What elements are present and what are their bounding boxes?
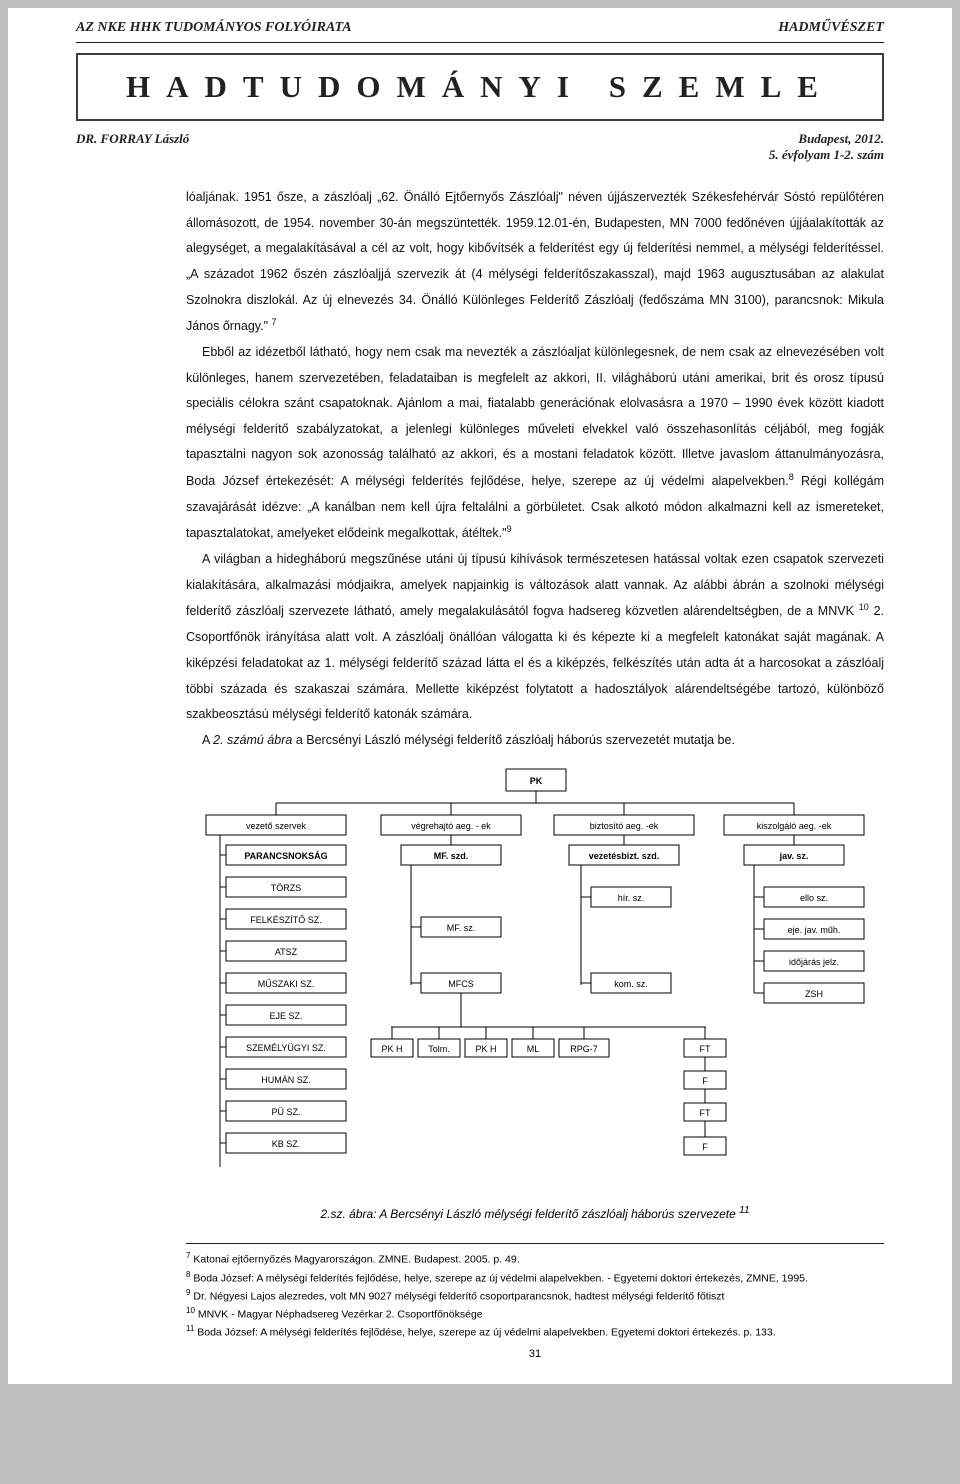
svg-text:FT: FT (700, 1044, 711, 1054)
author: DR. FORRAY László (76, 131, 189, 163)
oc-h1: végrehajtó aeg. - ek (411, 821, 491, 831)
svg-text:KB SZ.: KB SZ. (272, 1139, 301, 1149)
oc-pk: PK (530, 776, 543, 786)
svg-text:F: F (702, 1076, 708, 1086)
svg-text:PK H: PK H (381, 1044, 402, 1054)
footnote-ref-9: 9 (507, 524, 512, 534)
page: AZ NKE HHK TUDOMÁNYOS FOLYÓIRATA HADMŰVÉ… (8, 8, 952, 1384)
svg-text:eje. jav. műh.: eje. jav. műh. (788, 925, 841, 935)
svg-text:RPG-7: RPG-7 (570, 1044, 598, 1054)
footnote-ref-7: 7 (272, 317, 277, 327)
svg-text:vezetésbizt. szd.: vezetésbizt. szd. (589, 851, 660, 861)
footnotes: 7 Katonai ejtőernyőzés Magyarországon. Z… (186, 1243, 884, 1341)
svg-text:ZSH: ZSH (805, 989, 823, 999)
svg-text:ML: ML (527, 1044, 540, 1054)
para-3: A világban a hidegháború megszűnése után… (186, 547, 884, 728)
svg-text:időjárás jelz.: időjárás jelz. (789, 957, 839, 967)
svg-text:MFCS: MFCS (448, 979, 474, 989)
body-text: lóaljának. 1951 ősze, a zászlóalj „62. Ö… (186, 185, 884, 753)
svg-text:ello sz.: ello sz. (800, 893, 828, 903)
svg-text:FELKÉSZÍTŐ SZ.: FELKÉSZÍTŐ SZ. (250, 915, 322, 925)
place-year: Budapest, 2012. (769, 131, 884, 147)
svg-text:F: F (702, 1142, 708, 1152)
issue: 5. évfolyam 1-2. szám (769, 147, 884, 163)
footnote-8: 8 Boda József: A mélységi felderítés fej… (186, 1269, 884, 1287)
header-left: AZ NKE HHK TUDOMÁNYOS FOLYÓIRATA (76, 20, 352, 36)
oc-h3: kiszolgáló aeg. -ek (757, 821, 832, 831)
footnote-9: 9 Dr. Négyesi Lajos alezredes, volt MN 9… (186, 1287, 884, 1305)
oc-h2: biztosító aeg. -ek (590, 821, 659, 831)
svg-text:hír. sz.: hír. sz. (618, 893, 645, 903)
footnote-7: 7 Katonai ejtőernyőzés Magyarországon. Z… (186, 1250, 884, 1268)
svg-text:MŰSZAKI SZ.: MŰSZAKI SZ. (258, 979, 315, 989)
footnote-11: 11 Boda József: A mélységi felderítés fe… (186, 1323, 884, 1341)
svg-text:kom. sz.: kom. sz. (614, 979, 648, 989)
header-bar: AZ NKE HHK TUDOMÁNYOS FOLYÓIRATA HADMŰVÉ… (76, 18, 884, 43)
svg-text:PK H: PK H (475, 1044, 496, 1054)
svg-text:MF. sz.: MF. sz. (447, 923, 476, 933)
svg-text:EJE SZ.: EJE SZ. (269, 1011, 302, 1021)
oc-h0: vezető szervek (246, 821, 307, 831)
journal-title: HADTUDOMÁNYI SZEMLE (88, 69, 872, 105)
org-chart: PK vezető szervek végrehajtó aeg. - ek b… (186, 767, 886, 1197)
figure-caption: 2.sz. ábra: A Bercsényi László mélységi … (186, 1205, 884, 1221)
svg-text:MF. szd.: MF. szd. (434, 851, 469, 861)
svg-text:jav. sz.: jav. sz. (779, 851, 809, 861)
svg-text:ATSZ: ATSZ (275, 947, 298, 957)
svg-text:TÖRZS: TÖRZS (271, 883, 302, 893)
oc-col1: PARANCSNOKSÁG TÖRZS FELKÉSZÍTŐ SZ. ATSZ … (220, 845, 346, 1153)
footnote-ref-10: 10 (859, 602, 869, 612)
svg-text:PARANCSNOKSÁG: PARANCSNOKSÁG (244, 851, 327, 861)
svg-text:FT: FT (700, 1108, 711, 1118)
meta-row: DR. FORRAY László Budapest, 2012. 5. évf… (76, 131, 884, 163)
svg-text:SZEMÉLYÜGYI SZ.: SZEMÉLYÜGYI SZ. (246, 1043, 326, 1053)
para-4: A 2. számú ábra a Bercsényi László mélys… (186, 728, 884, 754)
header-right: HADMŰVÉSZET (778, 20, 884, 36)
para-1: lóaljának. 1951 ősze, a zászlóalj „62. Ö… (186, 185, 884, 340)
svg-text:PÜ SZ.: PÜ SZ. (271, 1107, 300, 1117)
svg-text:Tolm.: Tolm. (428, 1044, 450, 1054)
svg-text:HUMÁN SZ.: HUMÁN SZ. (261, 1075, 311, 1085)
title-box: HADTUDOMÁNYI SZEMLE (76, 53, 884, 121)
footnote-10: 10 MNVK - Magyar Néphadsereg Vezérkar 2.… (186, 1305, 884, 1323)
issue-block: Budapest, 2012. 5. évfolyam 1-2. szám (769, 131, 884, 163)
para-2: Ebből az idézetből látható, hogy nem csa… (186, 340, 884, 547)
page-number: 31 (186, 1348, 884, 1360)
